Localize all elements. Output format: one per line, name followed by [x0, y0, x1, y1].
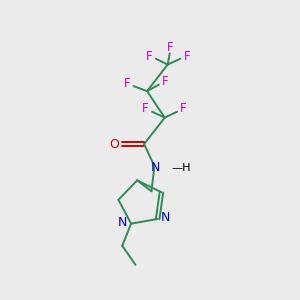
- Text: F: F: [180, 102, 186, 115]
- Text: F: F: [167, 41, 174, 54]
- Text: F: F: [161, 75, 168, 88]
- Text: F: F: [124, 77, 130, 90]
- Text: O: O: [109, 138, 119, 151]
- Text: F: F: [146, 50, 153, 63]
- Text: N: N: [118, 216, 128, 229]
- Text: F: F: [142, 102, 149, 115]
- Text: —H: —H: [172, 163, 191, 173]
- Text: F: F: [184, 50, 190, 63]
- Text: N: N: [161, 211, 171, 224]
- Text: N: N: [151, 161, 160, 174]
